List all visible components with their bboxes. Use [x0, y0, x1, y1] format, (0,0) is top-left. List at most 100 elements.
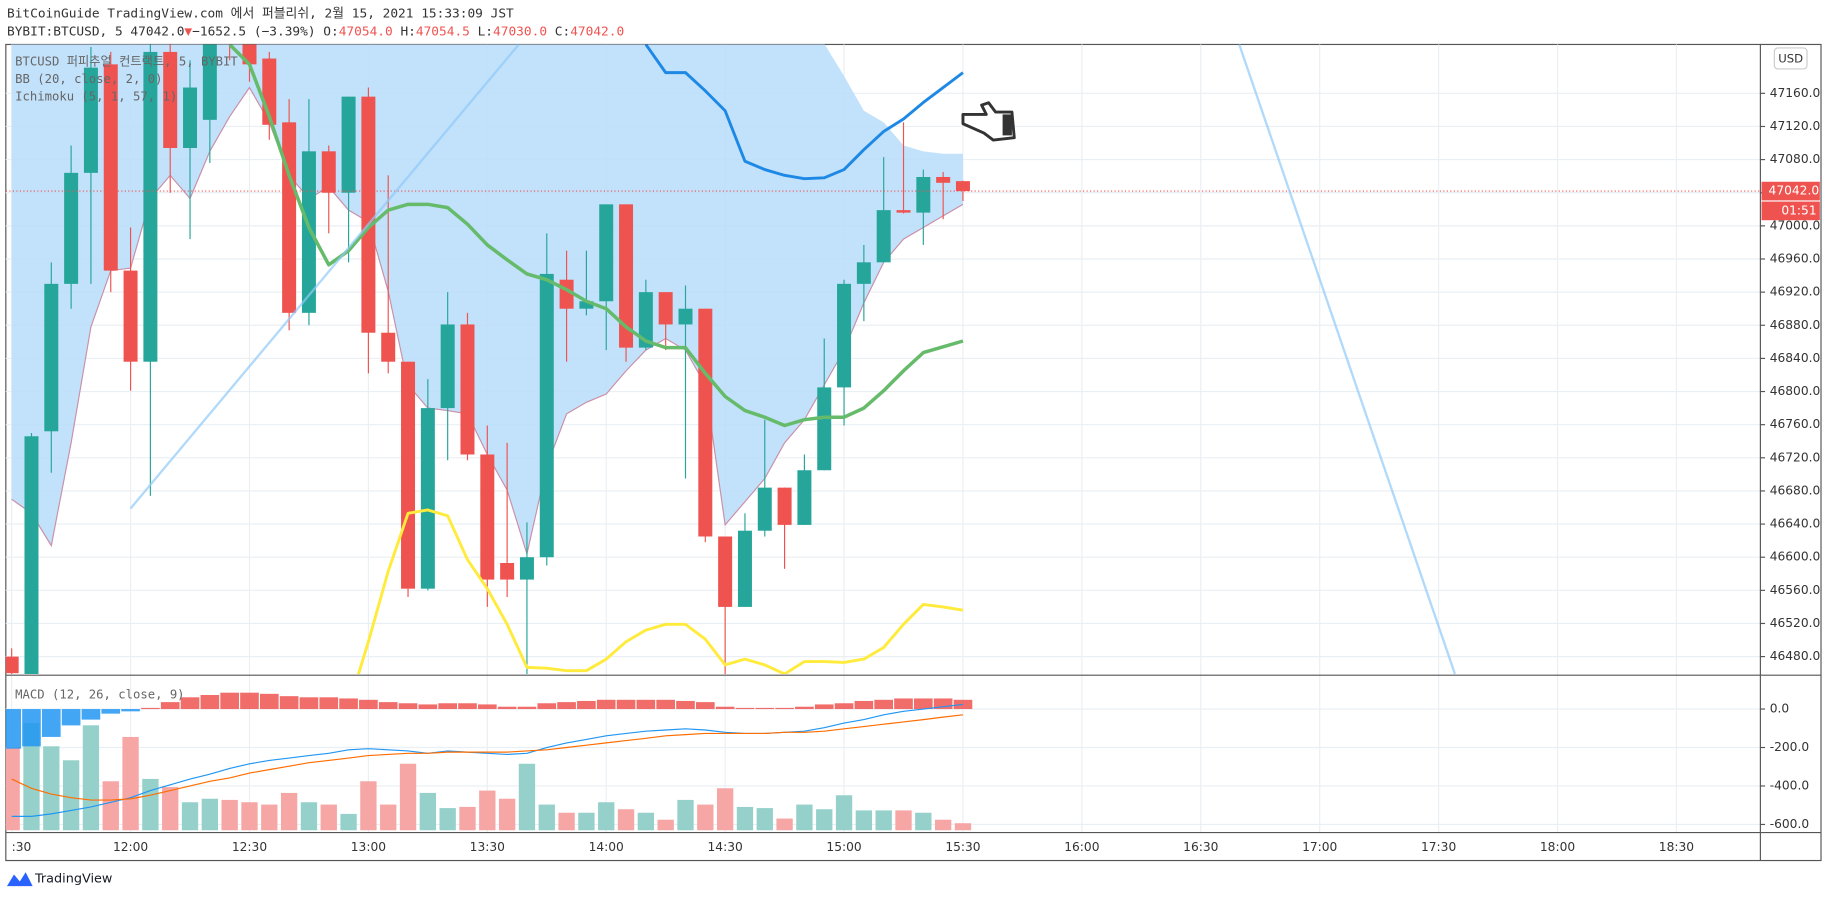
candle-body — [341, 96, 356, 193]
price-pane — [5, 44, 1761, 675]
macd-histogram-bar — [359, 699, 378, 710]
down-arrow: ▼ — [184, 24, 192, 39]
volume-bar — [855, 810, 873, 831]
x-tick-label: 15:00 — [826, 840, 861, 854]
candle-body — [401, 361, 416, 589]
macd-histogram-bar — [636, 699, 656, 710]
macd-histogram-bar — [676, 700, 695, 710]
x-tick-label: 13:30 — [470, 840, 505, 854]
brand-logo — [6, 872, 33, 887]
macd-histogram-bar — [775, 707, 794, 710]
candle-body — [698, 308, 713, 537]
candle-body — [321, 151, 336, 193]
volume-bar — [280, 792, 298, 831]
trend-line — [129, 43, 520, 510]
legend-ichimoku: Ichimoku (5, 1, 57, 1) — [15, 89, 177, 103]
macd-histogram-bar — [735, 707, 755, 710]
candle-body — [955, 181, 970, 192]
publisher: BitCoinGuide TradingView.com 에서 퍼블리쉬, 2월… — [7, 7, 514, 22]
macd-histogram-bar — [5, 709, 21, 749]
volume-bar — [419, 792, 437, 831]
volume-bar — [340, 813, 357, 831]
x-tick-label: 18:00 — [1540, 840, 1575, 854]
candle-body — [837, 283, 852, 388]
volume-bar — [43, 746, 60, 831]
x-tick-label: 12:30 — [232, 840, 267, 854]
legend-macd: MACD (12, 26, close, 9) — [15, 687, 184, 701]
macd-histogram-bar — [814, 704, 834, 710]
candle-body — [440, 324, 455, 409]
symbol-line: BYBIT:BTCUSD, 5 47042.0 ▼−1652.5 (−3.39%)… — [7, 24, 624, 39]
candle-body — [202, 44, 217, 120]
macd-pane — [5, 692, 973, 831]
candle-body — [500, 563, 515, 580]
y-tick-label: 46680.0 — [1770, 483, 1821, 497]
volume-bar — [697, 804, 714, 831]
volume-bar — [320, 804, 337, 831]
volume-bar — [915, 812, 932, 831]
volume-bar — [518, 763, 536, 831]
volume-bar — [895, 810, 912, 831]
macd-histogram-bar — [537, 703, 557, 710]
x-tick-label: 14:30 — [708, 840, 743, 854]
candle-body — [619, 204, 634, 348]
macd-histogram-bar — [22, 709, 41, 747]
macd-histogram-bar — [755, 707, 775, 710]
candle-body — [718, 536, 733, 607]
cloud — [11, 44, 963, 554]
volume-bar — [479, 790, 496, 831]
volume-bar — [657, 819, 674, 831]
macd-histogram-bar — [61, 709, 81, 726]
candle-body — [480, 454, 495, 580]
candle-body — [361, 96, 376, 333]
candle-body — [579, 301, 594, 309]
candle-body — [83, 67, 98, 173]
x-tick-label: 18:30 — [1659, 840, 1694, 854]
volume-bar — [617, 809, 635, 831]
volume-bar — [934, 819, 952, 831]
cursor-icon — [961, 101, 1016, 142]
volume-bar — [835, 795, 853, 831]
y-tick-label: 46960.0 — [1770, 252, 1821, 266]
ohlc-value: 47054.5 — [416, 24, 470, 39]
indicator-line — [644, 44, 964, 181]
volume-bar — [538, 804, 555, 831]
candle-body — [163, 51, 178, 149]
indicator-line — [356, 508, 964, 675]
currency[interactable]: USD — [1778, 52, 1803, 66]
volume-bar — [380, 804, 397, 831]
y-tick-label: 46760.0 — [1770, 417, 1821, 431]
candle-body — [658, 292, 673, 325]
volume-bar — [360, 781, 377, 831]
x-tick-label: 14:00 — [589, 840, 624, 854]
x-tick-label: 15:30 — [945, 840, 980, 854]
y-tick-label: 47080.0 — [1770, 152, 1821, 166]
volume-bar — [716, 788, 734, 831]
ohlc-value: 47042.0 — [570, 24, 624, 39]
volume-bar — [399, 763, 417, 831]
macd-histogram-bar — [141, 707, 160, 710]
currency-button[interactable] — [1773, 47, 1808, 70]
volume-bar — [439, 808, 456, 831]
macd-histogram-bar — [418, 704, 438, 710]
candle-body — [123, 270, 138, 362]
macd-histogram-bar — [398, 703, 418, 710]
ohlc-key: L: — [478, 24, 493, 39]
candle-body — [797, 470, 812, 525]
x-tick-label: 12:00 — [113, 840, 148, 854]
volume-bar — [736, 806, 754, 831]
macd-histogram-bar — [596, 699, 616, 710]
macd-histogram-bar — [299, 697, 319, 710]
candle-body — [24, 436, 39, 675]
x-tick-label: 13:00 — [351, 840, 386, 854]
frame — [5, 43, 1822, 862]
macd-histogram-bar — [180, 697, 200, 710]
symbol: BYBIT:BTCUSD, 5 — [7, 24, 123, 39]
macd-histogram-bar — [319, 697, 339, 710]
y-tick-label: 47160.0 — [1770, 86, 1821, 100]
volume-bar — [102, 781, 119, 831]
indicator-line — [228, 44, 964, 428]
macd-histogram-bar — [497, 706, 517, 710]
change: −1652.5 (−3.39%) — [192, 24, 315, 39]
